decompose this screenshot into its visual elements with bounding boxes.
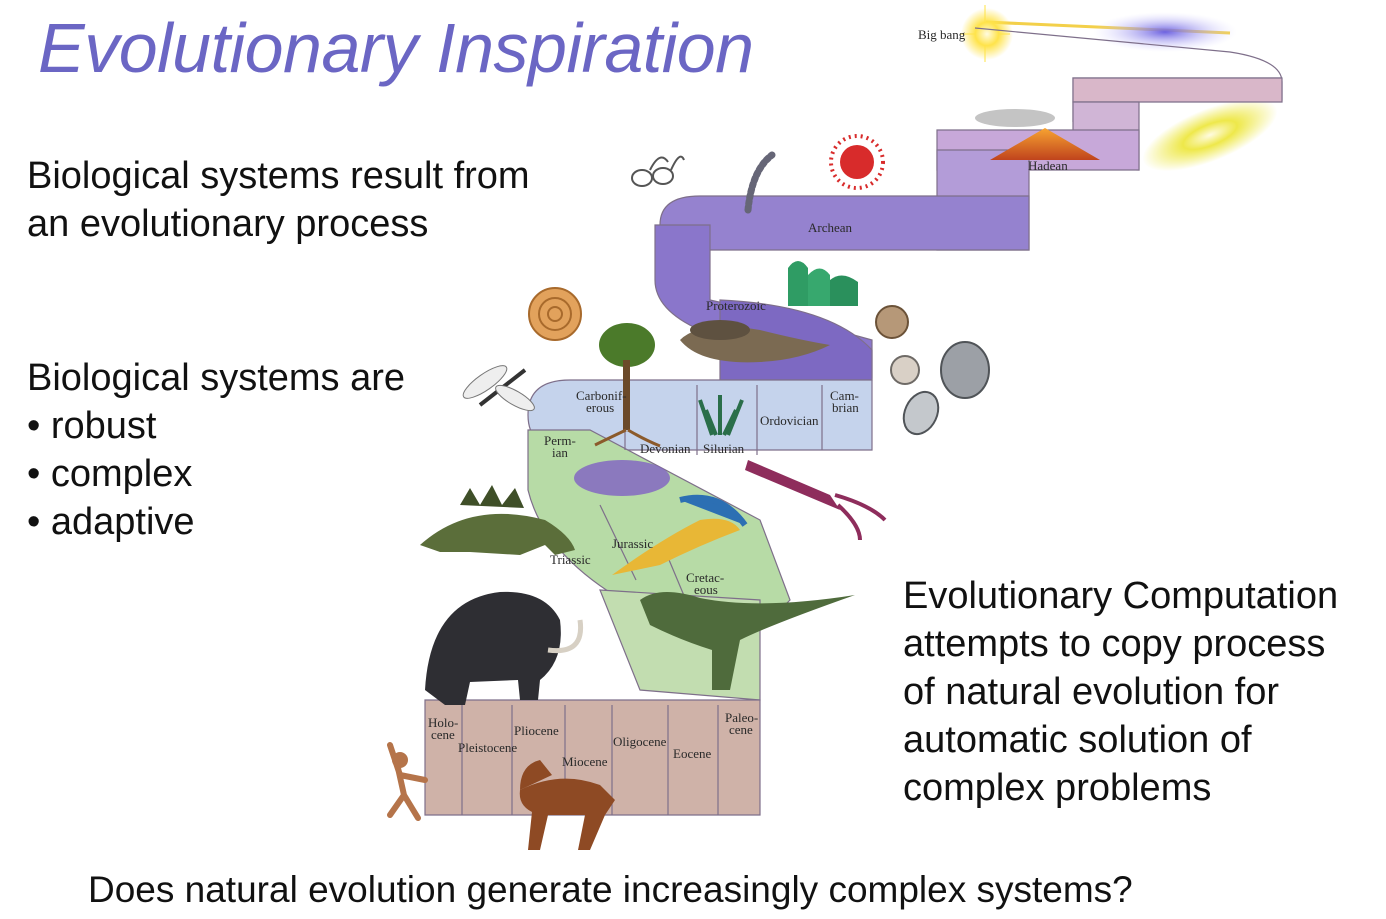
trilobite-icon [902, 341, 990, 436]
era-label-big-bang: Big bang [918, 27, 966, 42]
nautilus-shell-icon [890, 355, 920, 385]
era-label-paleocene: cene [729, 722, 753, 737]
era-label-proterozoic: Proterozoic [706, 298, 766, 313]
era-label-triassic: Triassic [550, 552, 591, 567]
era-label-devonian: Devonian [640, 441, 691, 456]
era-label-cambrian: Cam- [830, 388, 859, 403]
early-fish-icon [680, 320, 830, 363]
era-label-hadean: Hadean [1028, 158, 1068, 173]
era-label-holocene: Holo- [428, 715, 458, 730]
microbe-icon [631, 155, 685, 187]
evolutionary-computation-statement: Evolutionary Computation attempts to cop… [903, 572, 1338, 812]
era-label-archean: Archean [808, 220, 853, 235]
text-line: complex problems [903, 767, 1212, 809]
stromatolite-icon [788, 261, 858, 306]
sand-dollar-icon [875, 305, 909, 339]
filament-cell-icon [744, 151, 776, 214]
era-label-jurassic: Jurassic [612, 536, 653, 551]
era-label-silurian: Silurian [703, 441, 745, 456]
stegosaurus-icon [420, 485, 575, 555]
text-line: an evolutionary process [27, 203, 429, 245]
dragonfly-icon [462, 365, 535, 412]
era-label-oligocene: Oligocene [613, 734, 667, 749]
tyrannosaurus-icon [640, 591, 855, 690]
era-label-cretaceous: Cretac- [686, 570, 724, 585]
text-line: attempts to copy process [903, 623, 1326, 665]
era-label-holocene: cene [431, 727, 455, 742]
list-item: • robust [27, 405, 157, 447]
volcano-illustration [975, 109, 1100, 160]
era-label-paleocene: Paleo- [725, 710, 758, 725]
era-label-carboniferous: Carbonif- [576, 388, 627, 403]
era-label-pleistocene: Pleistocene [458, 740, 517, 755]
archaeopteryx-icon [612, 494, 748, 575]
list-item: • complex [27, 453, 193, 495]
tree-fern-icon [594, 323, 661, 448]
era-label-permian: ian [552, 445, 568, 460]
biological-systems-statement: Biological systems result from an evolut… [27, 152, 530, 248]
era-label-carboniferous: erous [586, 400, 614, 415]
era-label-miocene: Miocene [562, 754, 608, 769]
horse-icon [519, 760, 615, 850]
organism-illustrations [387, 134, 990, 850]
mammoth-icon [425, 591, 584, 705]
era-label-cambrian: brian [832, 400, 859, 415]
era-label-permian: Perm- [544, 433, 576, 448]
era-label-cretaceous: eous [694, 582, 718, 597]
timeline-ribbon [424, 27, 1283, 816]
era-label-ordovician: Ordovician [760, 413, 819, 428]
timeline-era-labels: Big bang Hadean Archean Proterozoic Cam-… [428, 27, 1068, 769]
red-spiky-cell-icon [829, 134, 885, 190]
squid-icon [745, 460, 887, 541]
jellyfish-icon [574, 460, 670, 496]
list-item: • adaptive [27, 501, 195, 543]
ammonite-shell-icon [528, 287, 582, 341]
text-line: automatic solution of [903, 719, 1252, 761]
list-heading: Biological systems are [27, 357, 406, 399]
closing-question: Does natural evolution generate increasi… [88, 869, 1133, 910]
era-label-eocene: Eocene [673, 746, 711, 761]
text-line: of natural evolution for [903, 671, 1280, 713]
era-label-pliocene: Pliocene [514, 723, 559, 738]
text-line: Evolutionary Computation [903, 575, 1339, 617]
human-icon [387, 742, 428, 821]
seaweed-icon [698, 395, 744, 436]
slide-title: Evolutionary Inspiration [38, 9, 754, 87]
biological-properties-list: Biological systems are • robust • comple… [27, 354, 405, 546]
text-line: Biological systems result from [27, 155, 530, 197]
